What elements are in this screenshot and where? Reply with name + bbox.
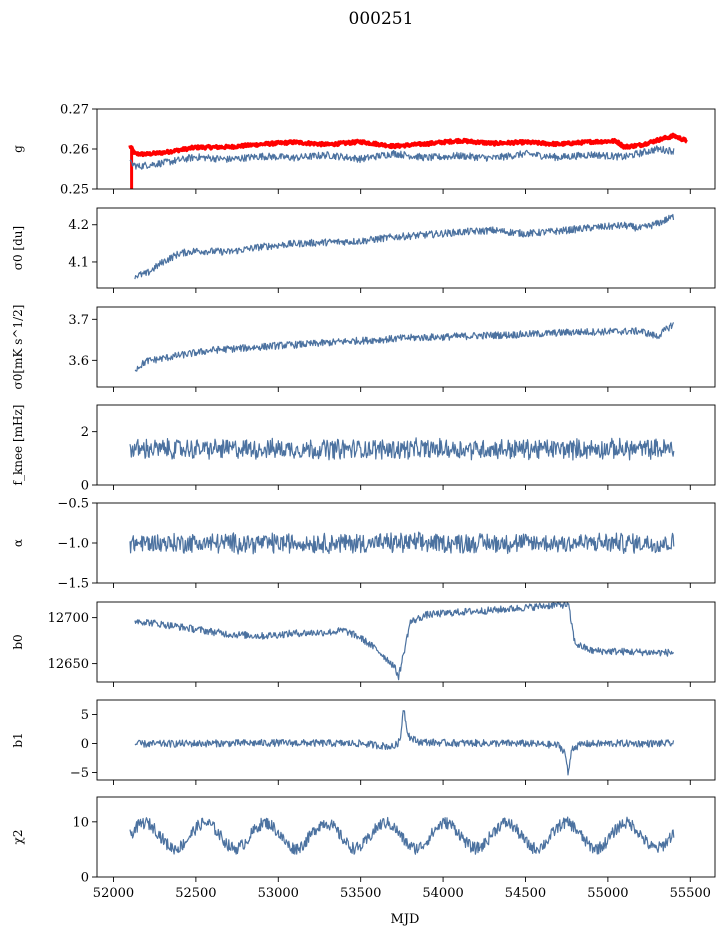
y-axis-label: α: [11, 539, 25, 547]
y-tick-label: −1.0: [57, 537, 89, 552]
panel-7: −5 0 5 b1: [11, 699, 716, 785]
y-axis-label: f_knee [mHz]: [11, 405, 25, 486]
series-line-1: [129, 531, 675, 555]
x-tick-label: 52500: [175, 886, 216, 901]
series-line-2: [129, 145, 675, 170]
series-line-1: [134, 710, 675, 776]
y-tick-label: 0: [81, 479, 89, 494]
y-axis-label: g: [11, 145, 25, 153]
panel-4: 0 2 f_knee [mHz]: [11, 404, 716, 494]
y-tick-label: 4.2: [68, 218, 89, 233]
figure-title: 000251: [349, 9, 414, 29]
y-tick-label: 10: [72, 815, 89, 830]
y-axis-label: χ2: [11, 830, 25, 845]
panel-frame: [96, 306, 716, 388]
y-axis-label: σ0 [du]: [11, 226, 25, 270]
panel-frame: [96, 207, 716, 289]
series-line-1: [134, 213, 675, 280]
y-tick-label: 0.25: [60, 183, 89, 198]
x-tick-label: 52000: [93, 886, 134, 901]
y-tick-label: 0.26: [60, 143, 89, 158]
panel-6: 12650 12700 b0: [11, 601, 716, 687]
x-tick-label: 53500: [340, 886, 381, 901]
y-axis-label: b0: [11, 634, 25, 649]
y-tick-label: 5: [81, 708, 89, 723]
series-line-1: [134, 602, 675, 681]
y-axis-label: σ0[mK s^1/2]: [11, 305, 25, 390]
y-tick-label: 2: [81, 425, 89, 440]
panel-8: 0 10 52000 52500 53000 53500 54000 54500 55000 55…: [11, 796, 716, 901]
series-line-1: [129, 816, 675, 855]
x-axis-label: MJD: [391, 912, 420, 927]
panel-1: 0.25 0.26 0.27 g: [11, 103, 716, 198]
panels: 0.25 0.26 0.27 g 4.1 4.2 σ0 [du] 3.6 3.7 σ0[mK s^…: [11, 103, 716, 901]
series-line-1: [129, 437, 675, 461]
series-line-1: [134, 322, 675, 372]
y-tick-label: −0.5: [57, 497, 89, 512]
y-tick-label: 0: [81, 737, 89, 752]
x-tick-label: 54500: [505, 886, 546, 901]
y-tick-label: 0: [81, 871, 89, 886]
panel-frame: [96, 601, 716, 683]
y-tick-label: 4.1: [68, 255, 89, 270]
x-tick-label: 55500: [670, 886, 711, 901]
series-line-1: [128, 132, 689, 158]
panel-frame: [96, 699, 716, 781]
panel-5: −1.5 −1.0 −0.5 α: [11, 497, 716, 592]
panel-frame: [96, 404, 716, 486]
y-axis-label: b1: [11, 732, 25, 747]
y-tick-label: 3.7: [68, 313, 89, 328]
panel-frame: [96, 796, 716, 878]
y-tick-label: 0.27: [60, 103, 89, 118]
y-tick-label: 12650: [48, 657, 89, 672]
y-tick-label: −1.5: [57, 577, 89, 592]
panel-2: 4.1 4.2 σ0 [du]: [11, 207, 716, 293]
x-tick-label: 54000: [422, 886, 463, 901]
x-tick-label: 55000: [587, 886, 628, 901]
x-tick-label: 53000: [258, 886, 299, 901]
y-tick-label: −5: [70, 766, 89, 781]
y-tick-label: 3.6: [68, 354, 89, 369]
panel-3: 3.6 3.7 σ0[mK s^1/2]: [11, 305, 716, 392]
y-tick-label: 12700: [48, 611, 89, 626]
